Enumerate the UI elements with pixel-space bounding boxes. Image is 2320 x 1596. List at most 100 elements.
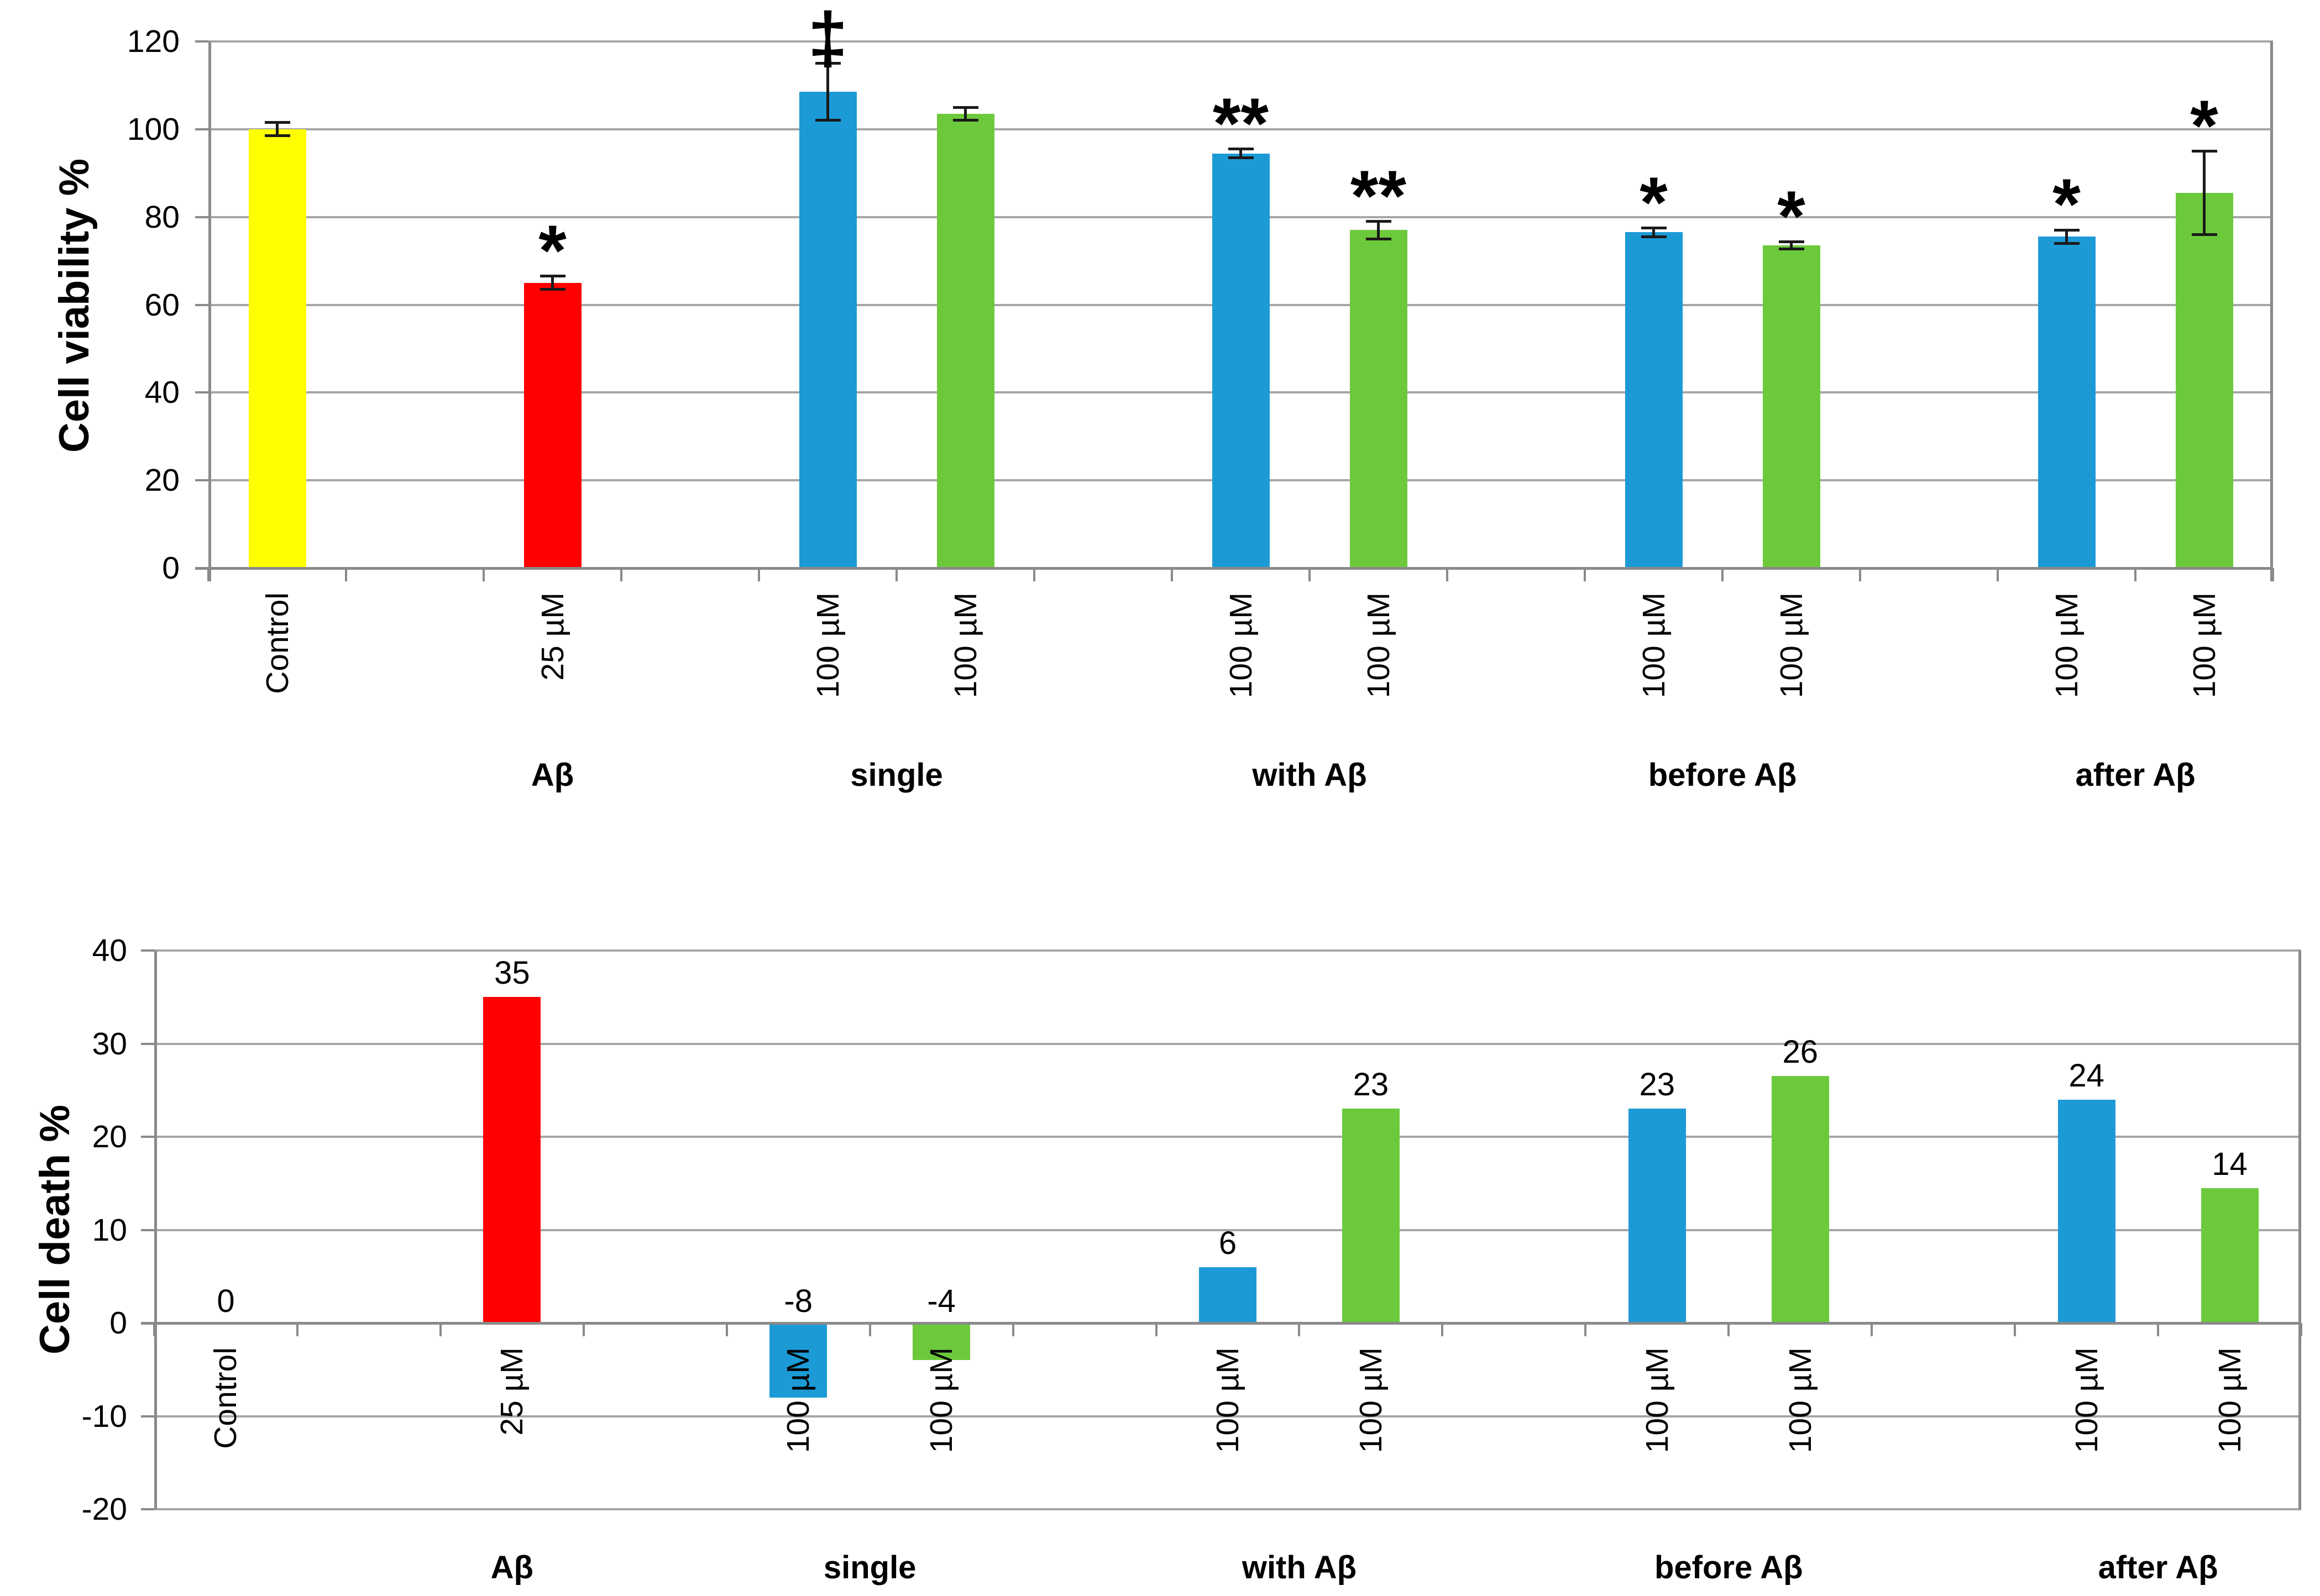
x-tick-label: 100 µM (1783, 1347, 1890, 1453)
error-bar-cap (815, 119, 841, 122)
bar (936, 114, 994, 568)
x-tick-label-text: 100 µM (1636, 592, 1672, 699)
x-axis-tick (1721, 568, 1724, 581)
bar (913, 1323, 971, 1361)
x-tick-label-text: 25 µM (494, 1347, 530, 1436)
y-tick-label: -10 (81, 1398, 127, 1434)
data-label: 35 (494, 955, 530, 991)
x-tick-label-text: 100 µM (924, 1347, 960, 1453)
x-tick-label: 100 µM (1353, 1347, 1460, 1453)
x-axis-tick (1012, 1323, 1014, 1336)
y-tick-label: 60 (144, 287, 180, 323)
bar (1349, 230, 1407, 568)
x-tick-label-text: 100 µM (810, 592, 846, 699)
bar (248, 129, 306, 568)
plot-right-border (2270, 41, 2273, 581)
x-axis-tick (1298, 1323, 1301, 1336)
x-tick-label: 100 µM (781, 1347, 888, 1453)
x-tick-label: 100 µM (1640, 1347, 1747, 1453)
x-tick-label-text: 100 µM (2068, 1347, 2104, 1453)
x-tick-label: 100 µM (2069, 1347, 2176, 1453)
data-label: 23 (1639, 1067, 1675, 1103)
y-axis-tick (195, 391, 208, 394)
error-bar-cap (2054, 242, 2080, 245)
x-tick-label: Control (260, 592, 363, 694)
x-axis-tick (1871, 1323, 1873, 1336)
bar (2175, 192, 2233, 568)
x-tick-label: 100 µM (1361, 592, 1468, 698)
x-axis-tick (2300, 1323, 2302, 1336)
y-tick-label: 20 (92, 1119, 127, 1154)
bar (483, 997, 541, 1323)
data-label: -4 (927, 1283, 956, 1319)
group-label: after Aβ (2098, 1550, 2218, 1586)
significance-annotation: * (2052, 164, 2081, 245)
bar (2201, 1188, 2259, 1323)
x-tick-label: 100 µM (1774, 592, 1881, 698)
x-tick-label-text: 100 µM (1773, 592, 1809, 699)
x-tick-label: 25 µM (494, 1347, 584, 1436)
data-label: 26 (1782, 1034, 1818, 1070)
error-bar-line (2203, 151, 2206, 235)
error-bar-line (826, 63, 829, 120)
error-bar-cap (952, 119, 978, 122)
y-tick-label: 40 (92, 933, 127, 968)
significance-annotation: * (1640, 161, 1668, 243)
error-bar-cap (2191, 150, 2217, 153)
x-tick-label: 100 µM (2212, 1347, 2319, 1453)
bar (799, 92, 857, 568)
group-label: single (850, 757, 943, 793)
bar (2038, 237, 2096, 568)
x-axis-tick (2157, 1323, 2160, 1336)
x-axis-tick (758, 568, 760, 581)
x-axis-tick (582, 1323, 585, 1336)
x-tick-label: 100 µM (810, 592, 918, 698)
error-bar-line (276, 122, 279, 136)
gridline (154, 949, 2301, 952)
gridline (208, 128, 2273, 130)
bar (1762, 245, 1820, 568)
x-tick-label-text: 100 µM (1782, 1347, 1818, 1453)
x-axis-tick (2014, 1323, 2017, 1336)
y-tick-label: 0 (162, 550, 180, 586)
y-tick-label: 100 (127, 111, 180, 147)
y-tick-label: -20 (81, 1492, 127, 1527)
y-axis-tick (195, 303, 208, 306)
x-axis-tick (345, 568, 347, 581)
bar (1628, 1109, 1686, 1323)
x-tick-label-text: 100 µM (1223, 592, 1259, 699)
x-axis-tick (725, 1323, 728, 1336)
y-axis-tick (141, 1136, 154, 1138)
error-bar-line (551, 276, 554, 290)
x-axis-tick (1033, 568, 1035, 581)
group-label: Aβ (531, 757, 574, 793)
x-tick-label: 25 µM (535, 592, 625, 681)
x-tick-label-text: Control (259, 592, 295, 694)
y-axis-tick (141, 949, 154, 952)
x-axis-tick (483, 568, 485, 581)
significance-annotation: ** (1212, 82, 1269, 164)
error-bar-line (1239, 149, 1242, 158)
y-axis-line (208, 41, 211, 581)
x-tick-label: 100 µM (2187, 592, 2294, 698)
y-tick-label: 120 (127, 24, 180, 59)
x-tick-label-text: 100 µM (2212, 1347, 2248, 1453)
data-label: 14 (2212, 1146, 2248, 1182)
y-axis-tick (195, 479, 208, 482)
x-axis-tick (153, 1323, 155, 1336)
y-tick-label: 40 (144, 375, 180, 411)
bar (1625, 232, 1683, 568)
significance-annotation: * (538, 209, 567, 291)
error-bar-cap (952, 106, 978, 109)
x-tick-label: 100 µM (2049, 592, 2156, 698)
y-axis-line (154, 951, 157, 1509)
bar (1199, 1267, 1256, 1323)
x-tick-label-text: 100 µM (1639, 1347, 1675, 1453)
x-axis-tick (1997, 568, 1999, 581)
error-bar-cap (1778, 240, 1804, 244)
y-axis-tick (195, 216, 208, 218)
error-bar-line (1377, 221, 1380, 239)
significance-annotation: * (2190, 85, 2218, 166)
y-axis-tick (195, 128, 208, 130)
